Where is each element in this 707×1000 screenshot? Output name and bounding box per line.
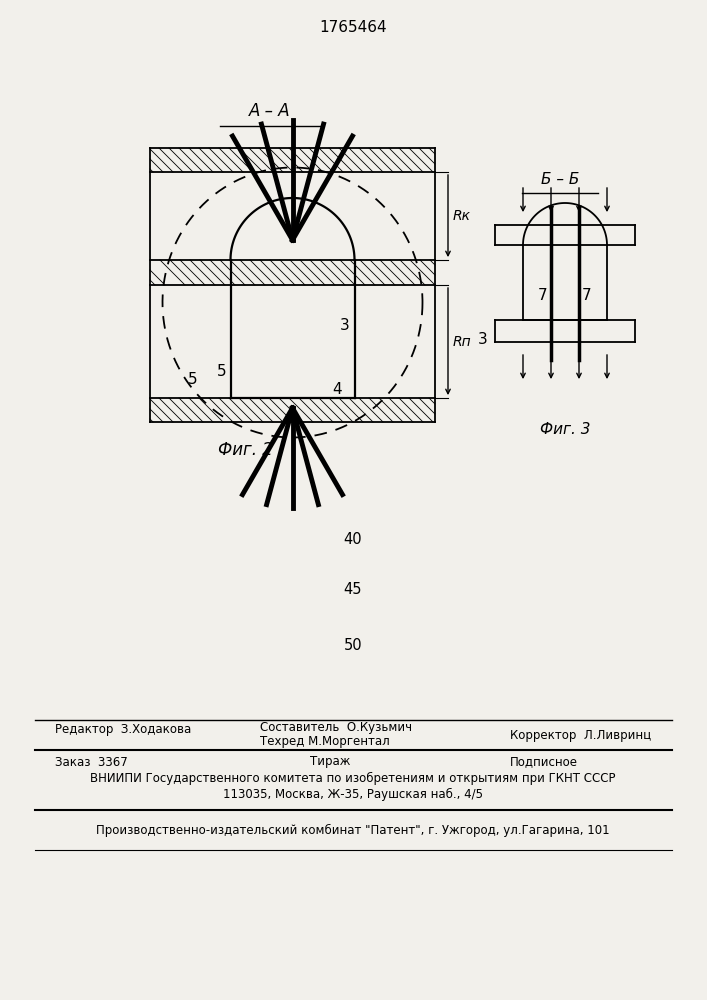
Text: 3: 3 xyxy=(478,332,488,348)
Text: Rк: Rк xyxy=(453,209,471,223)
Text: Редактор  З.Ходакова: Редактор З.Ходакова xyxy=(55,724,192,736)
Text: 5: 5 xyxy=(188,372,198,387)
Text: Тираж: Тираж xyxy=(310,756,351,768)
Text: Заказ  3367: Заказ 3367 xyxy=(55,756,128,768)
Text: Составитель  О.Кузьмич: Составитель О.Кузьмич xyxy=(260,720,412,734)
Text: Фиг. 2: Фиг. 2 xyxy=(218,441,272,459)
Text: Корректор  Л.Ливринц: Корректор Л.Ливринц xyxy=(510,728,651,742)
Text: 40: 40 xyxy=(344,532,362,548)
Text: А – А: А – А xyxy=(249,102,291,120)
Text: 7: 7 xyxy=(582,288,592,302)
Text: Фиг. 3: Фиг. 3 xyxy=(539,422,590,438)
Text: ВНИИПИ Государственного комитета по изобретениям и открытиям при ГКНТ СССР: ВНИИПИ Государственного комитета по изоб… xyxy=(90,771,616,785)
Text: 4: 4 xyxy=(332,382,341,397)
Text: Техред М.Моргентал: Техред М.Моргентал xyxy=(260,734,390,748)
Text: Подписное: Подписное xyxy=(510,756,578,768)
Text: 1765464: 1765464 xyxy=(319,20,387,35)
Text: 5: 5 xyxy=(217,364,227,379)
Text: 45: 45 xyxy=(344,582,362,597)
Text: 3: 3 xyxy=(340,318,350,332)
Text: 7: 7 xyxy=(538,288,548,302)
Text: 113035, Москва, Ж-35, Раушская наб., 4/5: 113035, Москва, Ж-35, Раушская наб., 4/5 xyxy=(223,787,483,801)
Text: Б – Б: Б – Б xyxy=(541,172,579,187)
Text: Производственно-издательский комбинат "Патент", г. Ужгород, ул.Гагарина, 101: Производственно-издательский комбинат "П… xyxy=(96,823,610,837)
Text: Rп: Rп xyxy=(453,334,472,349)
Text: 50: 50 xyxy=(344,638,362,652)
